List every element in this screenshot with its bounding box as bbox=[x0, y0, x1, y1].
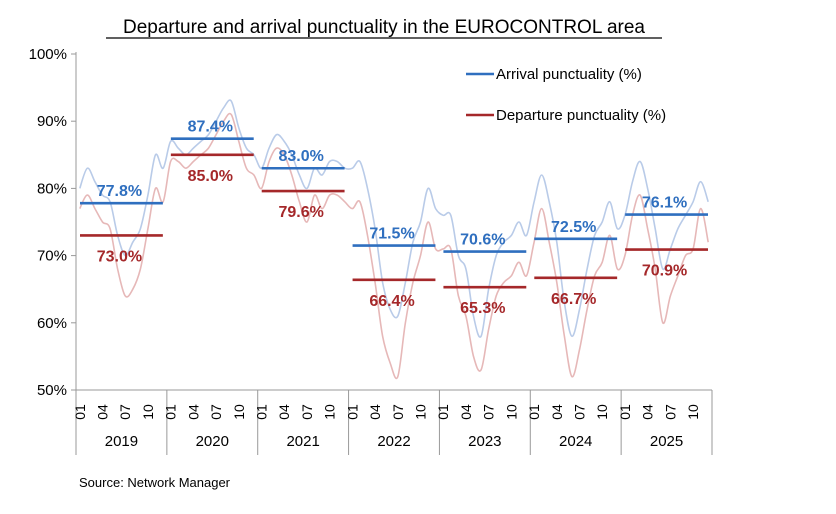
departure-average-label: 70.9% bbox=[642, 263, 687, 280]
x-month-tick-label: 01 bbox=[163, 404, 179, 420]
departure-monthly-line bbox=[79, 112, 709, 380]
x-month-tick-label: 01 bbox=[526, 404, 542, 420]
x-year-label: 2020 bbox=[196, 433, 229, 450]
x-year-label: 2024 bbox=[559, 433, 592, 450]
legend-departure-label: Departure punctuality (%) bbox=[496, 107, 666, 124]
arrival-average-label: 87.4% bbox=[188, 119, 233, 136]
x-year-label: 2025 bbox=[650, 433, 683, 450]
x-year-label: 2021 bbox=[286, 433, 319, 450]
x-year-label: 2019 bbox=[105, 433, 138, 450]
y-tick-label: 70% bbox=[37, 248, 67, 265]
x-month-tick-label: 07 bbox=[481, 404, 497, 420]
departure-average-label: 66.7% bbox=[551, 291, 596, 308]
x-month-tick-label: 07 bbox=[390, 404, 406, 420]
arrival-average-label: 83.0% bbox=[278, 148, 323, 165]
chart-title-group: Departure and arrival punctuality in the… bbox=[106, 17, 662, 39]
x-month-tick-label: 01 bbox=[254, 404, 270, 420]
x-month-tick-label: 07 bbox=[662, 404, 678, 420]
y-tick-label: 50% bbox=[37, 382, 67, 399]
x-month-tick-label: 07 bbox=[208, 404, 224, 420]
x-month-tick-label: 07 bbox=[572, 404, 588, 420]
x-year-label: 2023 bbox=[468, 433, 501, 450]
departure-average-label: 65.3% bbox=[460, 300, 505, 317]
x-year-label: 2022 bbox=[377, 433, 410, 450]
annual-average-lines bbox=[80, 137, 708, 289]
y-tick-label: 60% bbox=[37, 315, 67, 332]
x-month-tick-label: 10 bbox=[322, 404, 338, 420]
x-month-tick-label: 04 bbox=[95, 404, 111, 420]
x-month-tick-label: 10 bbox=[231, 404, 247, 420]
y-tick-label: 80% bbox=[37, 180, 67, 197]
chart-title: Departure and arrival punctuality in the… bbox=[123, 17, 645, 38]
x-month-tick-label: 07 bbox=[299, 404, 315, 420]
x-month-tick-label: 04 bbox=[276, 404, 292, 420]
departure-average-label: 79.6% bbox=[278, 204, 323, 221]
x-month-tick-label: 01 bbox=[344, 404, 360, 420]
arrival-average-label: 76.1% bbox=[642, 195, 687, 212]
arrival-average-label: 77.8% bbox=[97, 183, 142, 200]
x-month-tick-label: 10 bbox=[503, 404, 519, 420]
x-month-tick-label: 10 bbox=[594, 404, 610, 420]
x-month-tick-label: 01 bbox=[617, 404, 633, 420]
x-month-tick-label: 04 bbox=[640, 404, 656, 420]
x-month-tick-label: 10 bbox=[413, 404, 429, 420]
x-month-tick-label: 10 bbox=[685, 404, 701, 420]
annual-average-labels: 77.8% 73.0% 87.4% 85.0% 83.0% 79.6% 71.5% 66.4%… bbox=[97, 119, 688, 318]
arrival-average-label: 72.5% bbox=[551, 219, 596, 236]
source-note: Source: Network Manager bbox=[79, 475, 231, 490]
y-tick-label: 90% bbox=[37, 113, 67, 130]
x-month-tick-label: 04 bbox=[458, 404, 474, 420]
x-month-tick-label: 04 bbox=[185, 404, 201, 420]
x-month-tick-label: 10 bbox=[140, 404, 156, 420]
arrival-average-label: 71.5% bbox=[369, 226, 414, 243]
y-tick-label: 100% bbox=[29, 46, 67, 63]
x-month-tick-label: 01 bbox=[435, 404, 451, 420]
x-month-tick-label: 04 bbox=[367, 404, 383, 420]
x-month-tick-label: 07 bbox=[117, 404, 133, 420]
arrival-average-label: 70.6% bbox=[460, 232, 505, 249]
legend-arrival-label: Arrival punctuality (%) bbox=[496, 66, 642, 83]
departure-average-label: 73.0% bbox=[97, 248, 142, 265]
legend: Arrival punctuality (%) Departure punctu… bbox=[466, 66, 666, 124]
departure-average-label: 85.0% bbox=[188, 168, 233, 185]
x-month-tick-label: 04 bbox=[549, 404, 565, 420]
x-month-tick-label: 01 bbox=[72, 404, 88, 420]
departure-average-label: 66.4% bbox=[369, 293, 414, 310]
